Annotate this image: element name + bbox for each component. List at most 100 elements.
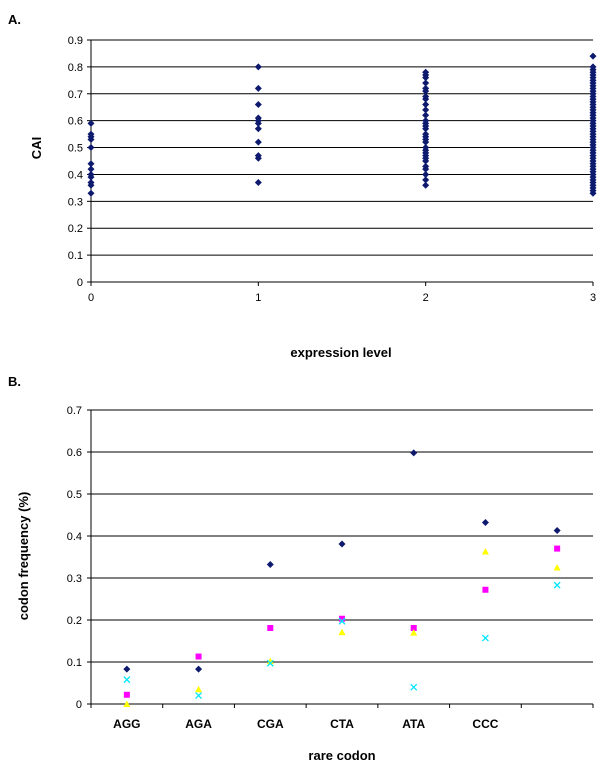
data-point (87, 130, 95, 138)
data-point (87, 179, 95, 187)
data-point (422, 79, 430, 87)
x-tick-label: AGA (185, 717, 212, 731)
data-point (254, 101, 262, 109)
data-point (339, 615, 345, 622)
chart-a-y-tick-labels: 0 0.1 0.2 0.3 0.4 0.5 0.6 0.7 0.8 0.9 (68, 35, 83, 289)
data-point (481, 634, 489, 642)
x-tick-label: 2 (423, 292, 429, 304)
data-point (422, 181, 430, 189)
chart-b-gridlines (91, 409, 593, 663)
y-tick-label: 0.1 (67, 657, 82, 669)
data-point (254, 138, 262, 146)
data-point (87, 165, 95, 173)
data-point (87, 170, 95, 178)
data-point (422, 117, 430, 125)
data-point (553, 564, 561, 571)
data-point (123, 700, 131, 707)
y-tick-label: 0 (76, 699, 82, 711)
y-tick-label: 0.4 (68, 169, 83, 181)
y-tick-label: 0.2 (67, 615, 82, 627)
data-point (554, 545, 561, 552)
x-tick-label: 3 (590, 292, 596, 304)
panel-b-label: B. (8, 374, 21, 389)
chart-a-y-axis-label: CAI (29, 137, 44, 159)
y-tick-label: 0.6 (68, 116, 83, 128)
data-point (482, 586, 489, 593)
data-point (589, 63, 597, 71)
data-point (553, 581, 561, 589)
data-point (422, 92, 430, 100)
chart-a-axes (87, 39, 594, 286)
x-tick-label: ATA (402, 717, 425, 731)
y-tick-label: 0.4 (67, 531, 82, 543)
data-point (481, 519, 489, 527)
data-point (123, 665, 131, 673)
chart-a-points (87, 52, 597, 197)
data-point (422, 101, 430, 109)
data-point (422, 106, 430, 114)
data-point (410, 449, 418, 457)
data-point (254, 152, 262, 160)
data-point (87, 160, 95, 168)
data-point (422, 84, 430, 92)
data-point (266, 659, 274, 667)
data-point (195, 665, 203, 673)
y-tick-label: 0.5 (67, 489, 82, 501)
y-tick-label: 0.2 (68, 223, 83, 235)
data-point (553, 527, 561, 535)
data-point (267, 624, 274, 631)
data-point (254, 125, 262, 133)
chart-b-y-axis-label: codon frequency (%) (16, 492, 31, 621)
data-point (422, 111, 430, 119)
data-point (422, 68, 430, 76)
chart-a-gridlines (91, 39, 593, 256)
y-tick-label: 0.1 (68, 250, 83, 262)
chart-b-points (123, 449, 561, 707)
data-point (422, 162, 430, 170)
data-point (87, 119, 95, 127)
data-point (422, 176, 430, 184)
y-tick-label: 0.9 (68, 35, 83, 47)
data-point (195, 692, 203, 700)
data-point (338, 540, 346, 548)
data-point (266, 657, 274, 665)
chart-a-x-tick-labels: 0 1 2 3 (88, 292, 596, 304)
data-point (338, 628, 346, 636)
data-point (266, 561, 274, 569)
x-tick-label: AGG (113, 717, 140, 731)
data-point (195, 653, 202, 660)
data-point (422, 130, 430, 138)
x-tick-label: CCC (472, 717, 498, 731)
data-point (87, 189, 95, 197)
data-point (589, 52, 597, 60)
chart-a: 0 0.1 0.2 0.3 0.4 0.5 0.6 0.7 0.8 0.9 0 1 2 3 expres… (29, 35, 597, 360)
y-tick-label: 0 (77, 277, 83, 289)
data-point (422, 170, 430, 178)
data-point (422, 144, 430, 152)
x-tick-label: CGA (257, 717, 284, 731)
data-point (123, 691, 130, 698)
panel-a-label: A. (8, 12, 21, 27)
y-tick-label: 0.6 (67, 447, 82, 459)
data-point (410, 683, 418, 691)
data-point (254, 179, 262, 187)
data-point (254, 63, 262, 71)
y-tick-label: 0.7 (67, 405, 82, 417)
y-tick-label: 0.8 (68, 62, 83, 74)
chart-b-x-axis-label: rare codon (308, 748, 375, 763)
chart-b-axes (87, 409, 594, 708)
data-point (195, 685, 203, 693)
data-point (87, 144, 95, 152)
data-point (410, 629, 418, 636)
chart-b: 0 0.1 0.2 0.3 0.4 0.5 0.6 0.7 AGG AGA CGA CTA ATA CC… (16, 405, 594, 763)
x-tick-label: CTA (330, 717, 354, 731)
x-tick-label: 1 (255, 292, 261, 304)
data-point (410, 624, 417, 631)
chart-b-x-tick-labels: AGG AGA CGA CTA ATA CCC (113, 717, 499, 731)
y-tick-label: 0.7 (68, 89, 83, 101)
data-point (481, 548, 489, 555)
chart-b-y-tick-labels: 0 0.1 0.2 0.3 0.4 0.5 0.6 0.7 (67, 405, 82, 711)
chart-a-x-axis-label: expression level (290, 345, 391, 360)
y-tick-label: 0.5 (68, 143, 83, 155)
